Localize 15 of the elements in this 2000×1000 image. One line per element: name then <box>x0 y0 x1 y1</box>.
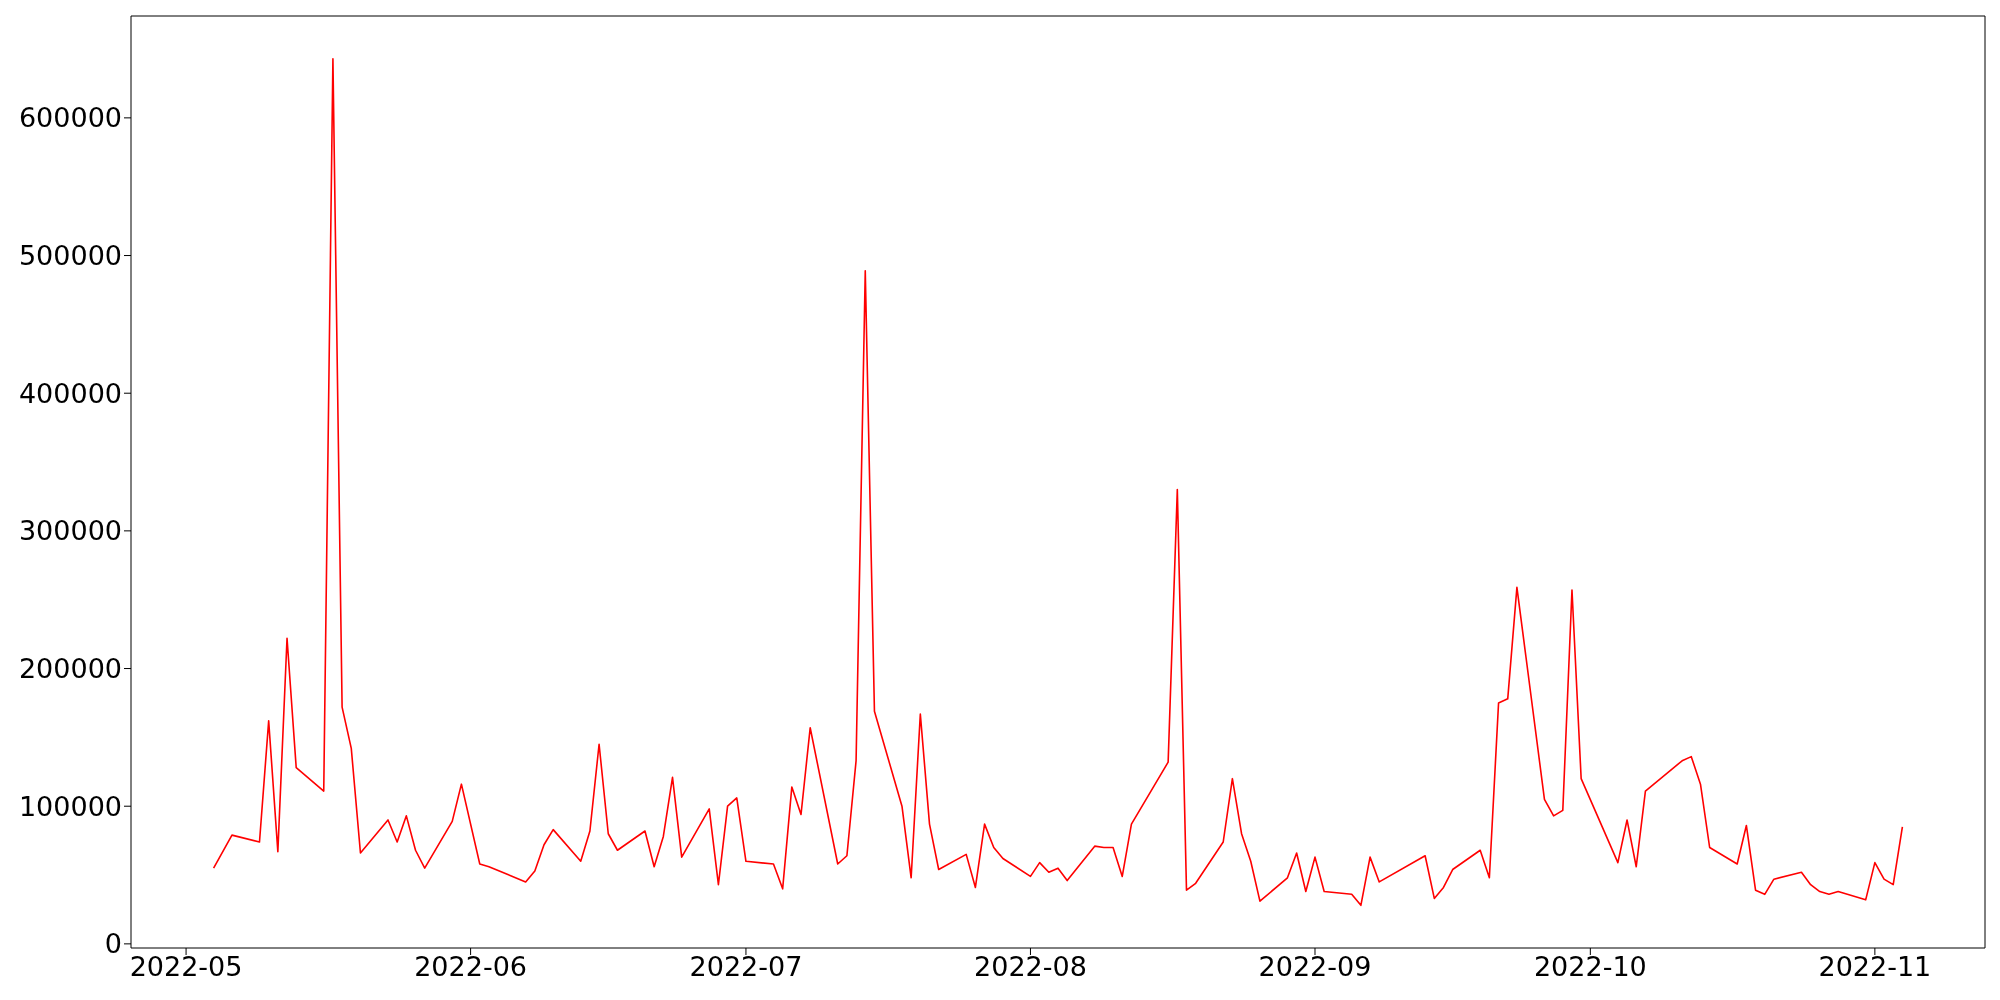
y-tick-label: 300000 <box>18 515 122 547</box>
x-tick-label: 2022-07 <box>689 951 803 983</box>
line-series <box>212 57 1904 907</box>
x-tick-label: 2022-11 <box>1818 951 1932 983</box>
y-tick-label: 600000 <box>18 102 122 134</box>
x-tick-label: 2022-09 <box>1258 951 1372 983</box>
y-tick-label: 200000 <box>18 653 122 685</box>
x-tick-label: 2022-05 <box>129 951 243 983</box>
x-tick-label: 2022-06 <box>414 951 527 983</box>
y-tick-label: 500000 <box>18 240 122 272</box>
y-tick-label: 400000 <box>18 377 122 409</box>
y-tick-label: 0 <box>104 928 122 960</box>
x-tick-label: 2022-08 <box>974 951 1087 983</box>
x-tick-label: 2022-10 <box>1533 951 1647 983</box>
y-tick-label: 100000 <box>18 790 122 822</box>
